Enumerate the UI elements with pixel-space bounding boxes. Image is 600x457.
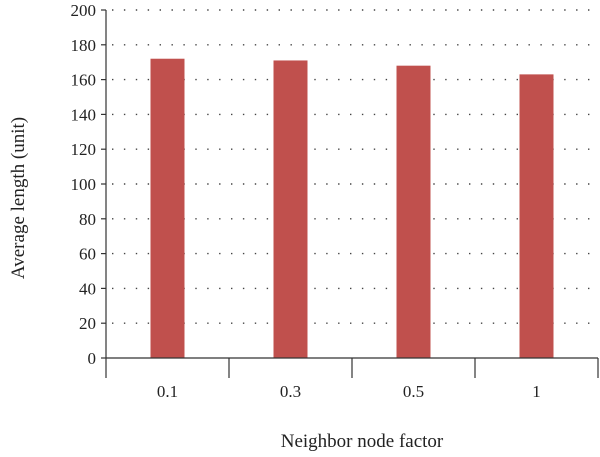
bar-0-5 xyxy=(396,65,431,359)
x-axis-title: Neighbor node factor xyxy=(281,431,444,452)
bars xyxy=(150,58,554,359)
y-tick-label: 180 xyxy=(71,36,97,55)
y-tick-label: 20 xyxy=(79,314,96,333)
x-tick-label: 0.5 xyxy=(403,382,424,401)
x-tick-labels: 0.1 0.3 0.5 1 xyxy=(105,358,599,401)
x-tick-label: 1 xyxy=(532,382,541,401)
y-tick-label: 140 xyxy=(71,105,97,124)
y-tick-label: 120 xyxy=(71,140,97,159)
y-tick-label: 160 xyxy=(71,71,97,90)
bar-0-1 xyxy=(150,58,185,358)
y-tick-labels: 0 20 40 60 80 100 120 140 160 180 200 xyxy=(71,1,106,368)
y-axis-title: Average length (unit) xyxy=(8,117,29,279)
y-tick-label: 0 xyxy=(88,349,97,368)
y-tick-label: 40 xyxy=(79,279,96,298)
bar-1 xyxy=(519,74,554,358)
x-tick-label: 0.3 xyxy=(280,382,301,401)
bar-0-3 xyxy=(273,60,308,359)
x-tick-label: 0.1 xyxy=(157,382,178,401)
y-tick-label: 100 xyxy=(71,175,97,194)
grid-lines xyxy=(112,9,598,324)
y-tick-label: 200 xyxy=(71,1,97,20)
y-tick-label: 80 xyxy=(79,210,96,229)
y-tick-label: 60 xyxy=(79,245,96,264)
